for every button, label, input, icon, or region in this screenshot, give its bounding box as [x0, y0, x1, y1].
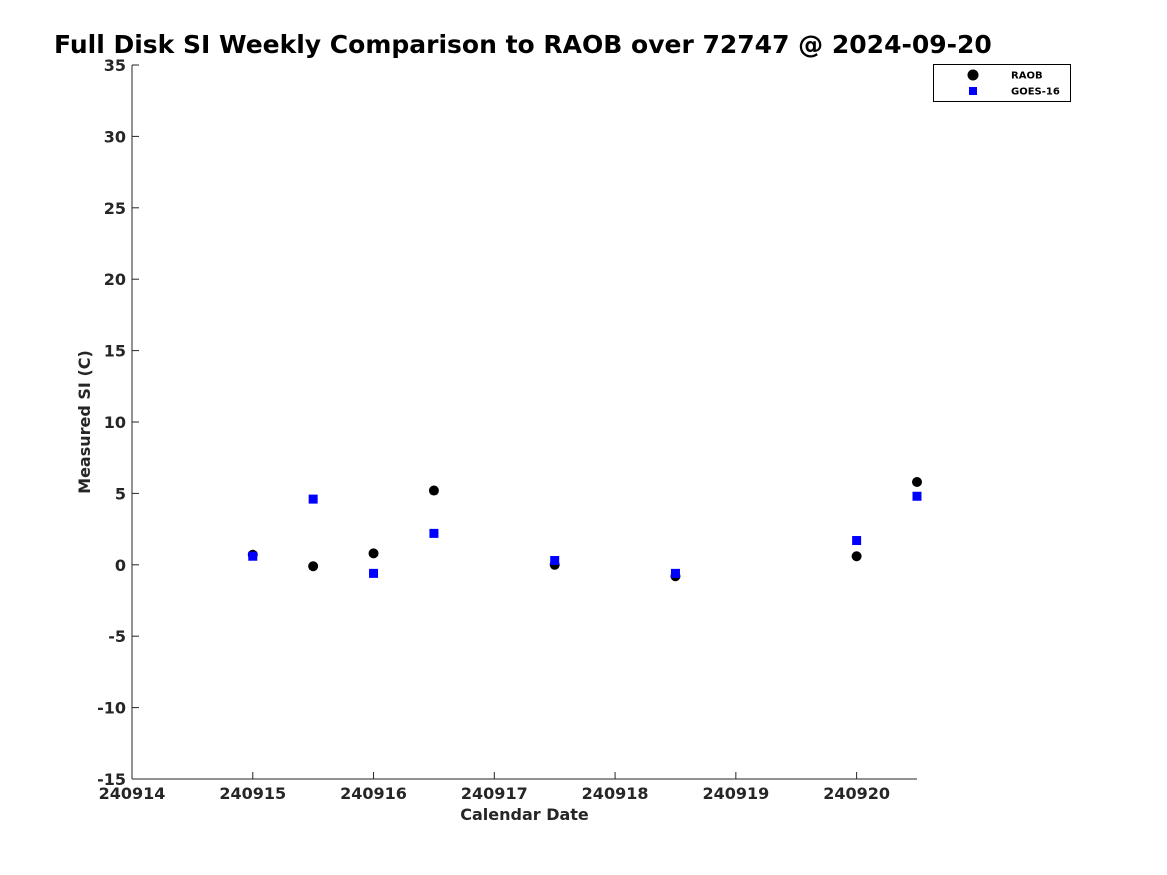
x-tick-label: 240920 [823, 784, 890, 803]
x-tick-label: 240919 [702, 784, 769, 803]
x-tick-label: 240917 [461, 784, 528, 803]
goes-16-point [912, 491, 922, 501]
raob-point [912, 476, 922, 487]
y-tick-label: 20 [104, 270, 126, 289]
x-tick-label: 240915 [219, 784, 286, 803]
legend-box [933, 64, 1071, 102]
y-tick-label: 10 [104, 413, 126, 432]
goes-16-point [248, 551, 258, 561]
y-tick-label: -5 [108, 627, 126, 646]
axes: -15 -10 -5 0 5 10 15 20 25 30 35 240914 240915 240916… [97, 56, 917, 803]
data-marks [247, 476, 922, 582]
goes-16-point [670, 568, 680, 578]
y-tick-label: 15 [104, 342, 126, 361]
goes-16-point [429, 528, 439, 538]
goes-16-point [369, 568, 379, 578]
x-tick-label: 240914 [99, 784, 166, 803]
y-axis-label: Measured SI (C) [75, 350, 94, 494]
legend-label-goes-16: GOES-16 [1011, 87, 1060, 98]
y-tick-label: -10 [97, 699, 126, 718]
y-tick-label: 5 [115, 484, 126, 503]
y-tick-label: 30 [104, 127, 126, 146]
y-tick-label: 35 [104, 56, 126, 75]
legend: RAOB GOES-16 [933, 64, 1071, 102]
raob-point [428, 485, 439, 496]
x-tick-label: 240916 [340, 784, 407, 803]
x-tick-label: 240918 [582, 784, 649, 803]
legend-label-raob: RAOB [1011, 71, 1043, 82]
y-tick-label: 0 [115, 556, 126, 575]
legend-marker-goes-16 [969, 87, 977, 95]
goes-16-point [852, 536, 862, 546]
y-tick-label: 25 [104, 199, 126, 218]
goes-16-point [550, 556, 560, 566]
x-axis-label: Calendar Date [460, 805, 589, 824]
raob-point [851, 551, 862, 562]
raob-point [368, 548, 379, 559]
goes-16-point [308, 494, 318, 504]
legend-marker-raob [967, 69, 979, 81]
chart-title: Full Disk SI Weekly Comparison to RAOB o… [54, 30, 992, 59]
raob-point [308, 561, 319, 572]
y-tick-label: -15 [97, 770, 126, 789]
